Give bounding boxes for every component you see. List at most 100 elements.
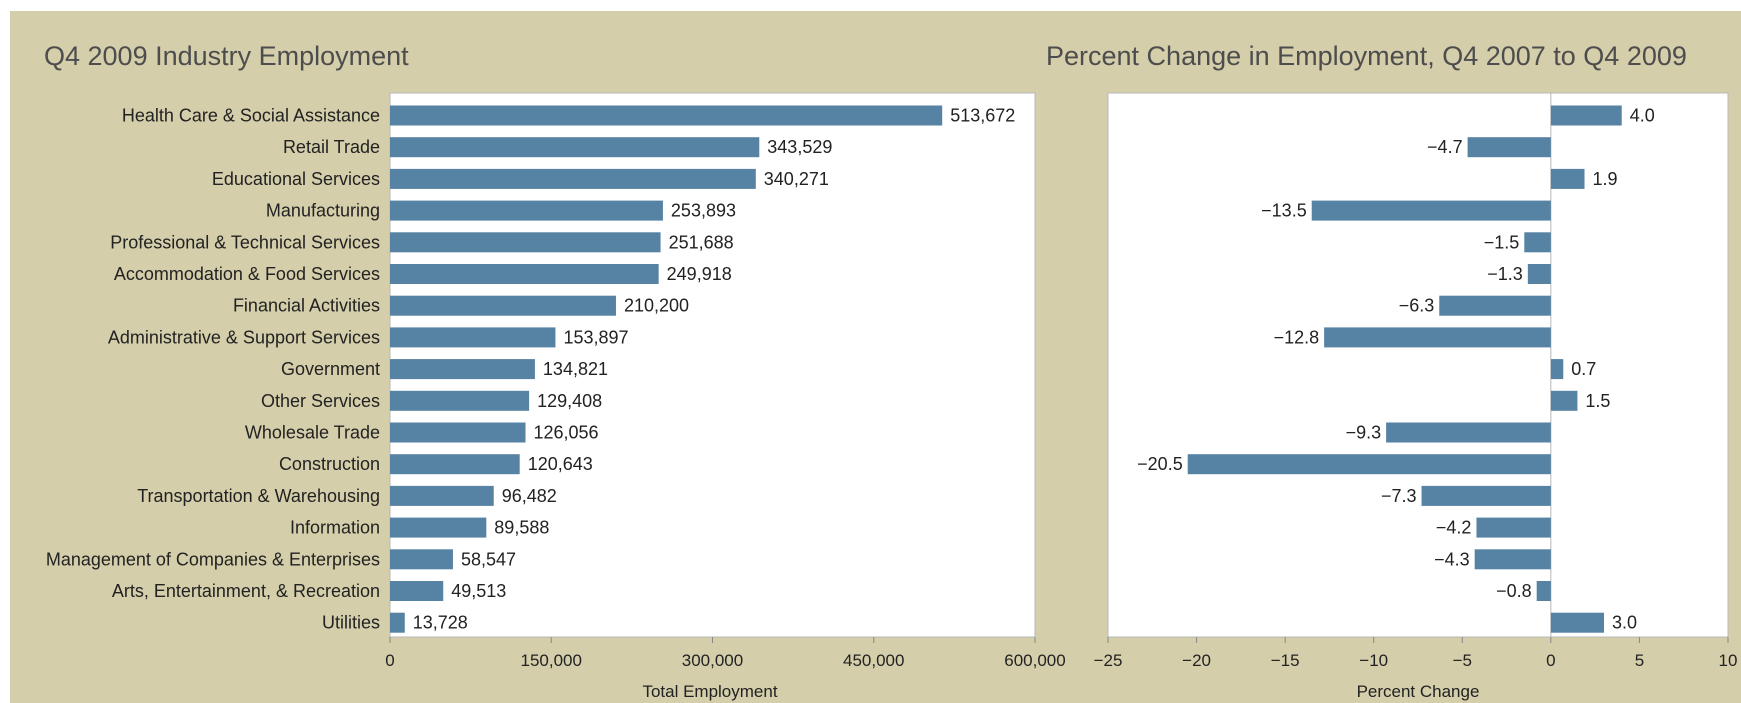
data-label: 513,672 [950, 106, 1015, 126]
bar [1421, 485, 1551, 506]
x-tick-label: 5 [1635, 651, 1644, 670]
data-label: 3.0 [1612, 613, 1637, 633]
bar [1311, 200, 1551, 221]
bar [1476, 517, 1551, 538]
category-label: Arts, Entertainment, & Recreation [112, 581, 380, 601]
data-label: 153,897 [563, 327, 628, 347]
bar [390, 137, 760, 158]
data-label: 134,821 [543, 359, 608, 379]
x-tick-label: −10 [1359, 651, 1388, 670]
category-label: Management of Companies & Enterprises [46, 549, 380, 569]
data-label: −4.2 [1436, 518, 1472, 538]
data-label: 1.9 [1593, 169, 1618, 189]
x-tick-label: 600,000 [1004, 651, 1065, 670]
bar [390, 168, 756, 189]
data-label: 340,271 [764, 169, 829, 189]
data-label: 253,893 [671, 201, 736, 221]
data-label: 89,588 [494, 518, 549, 538]
bar [1467, 137, 1551, 158]
bar [390, 264, 659, 284]
bar [390, 200, 663, 221]
bar [1524, 232, 1551, 253]
category-label: Information [290, 518, 380, 538]
bar [1187, 454, 1551, 475]
category-label: Professional & Technical Services [110, 232, 380, 252]
plot-area [1107, 92, 1729, 638]
bar [1550, 359, 1564, 380]
data-label: 249,918 [667, 264, 732, 284]
category-label: Utilities [322, 613, 380, 633]
category-label: Manufacturing [266, 201, 380, 221]
bar [1550, 390, 1578, 411]
bar [1386, 422, 1551, 443]
x-tick-label: 450,000 [843, 651, 904, 670]
bar [1550, 105, 1622, 126]
category-label: Administrative & Support Services [108, 327, 380, 347]
data-label: 343,529 [767, 137, 832, 157]
chart-title-employment: Q4 2009 Industry Employment [44, 41, 409, 71]
data-label: −1.5 [1484, 232, 1520, 252]
x-axis-title-percent-change: Percent Change [1357, 682, 1480, 701]
category-label: Educational Services [212, 169, 380, 189]
bar [390, 454, 520, 475]
bar [390, 232, 661, 253]
x-tick-label: −25 [1094, 651, 1123, 670]
data-label: −1.3 [1487, 264, 1523, 284]
data-label: −12.8 [1274, 327, 1320, 347]
x-tick-label: −20 [1182, 651, 1211, 670]
data-label: 13,728 [413, 613, 468, 633]
data-label: 0.7 [1571, 359, 1596, 379]
x-tick-label: 300,000 [682, 651, 743, 670]
bar [390, 517, 487, 538]
x-tick-label: 0 [1546, 651, 1555, 670]
category-label: Government [281, 359, 380, 379]
bar [1550, 612, 1604, 633]
bar [1439, 295, 1551, 316]
data-label: 129,408 [537, 391, 602, 411]
category-label: Accommodation & Food Services [114, 264, 380, 284]
data-label: −20.5 [1137, 454, 1183, 474]
bar [390, 581, 444, 601]
percent-change-bar-chart: −25 −20 −15 −10 −5 0 5 10 4.0 −4.7 1.9 −13.5 −1.5 −1.… [1094, 92, 1738, 670]
category-label: Retail Trade [283, 137, 380, 157]
data-label: 126,056 [534, 423, 599, 443]
data-label: −4.7 [1427, 137, 1463, 157]
category-label: Construction [279, 454, 380, 474]
bar [1536, 581, 1551, 601]
data-label: 4.0 [1630, 106, 1655, 126]
x-tick-label: −15 [1271, 651, 1300, 670]
bar [390, 549, 453, 570]
data-label: −7.3 [1381, 486, 1417, 506]
data-label: −13.5 [1261, 201, 1307, 221]
x-tick-label: 10 [1719, 651, 1738, 670]
bar [390, 485, 494, 506]
data-label: 210,200 [624, 296, 689, 316]
category-label: Financial Activities [233, 296, 380, 316]
category-label: Other Services [261, 391, 380, 411]
bar [390, 295, 616, 316]
data-label: 96,482 [502, 486, 557, 506]
bar [390, 359, 535, 380]
data-label: 1.5 [1585, 391, 1610, 411]
category-label: Transportation & Warehousing [137, 486, 380, 506]
data-label: −0.8 [1496, 581, 1532, 601]
bar [1550, 168, 1585, 189]
bar [1474, 549, 1551, 570]
bar [390, 422, 526, 443]
x-tick-label: 0 [385, 651, 394, 670]
bar [390, 105, 943, 126]
x-tick-label: 150,000 [521, 651, 582, 670]
bar [390, 612, 405, 633]
data-label: −6.3 [1399, 296, 1435, 316]
employment-bar-chart: 0 150,000 300,000 450,000 600,000 513,672 Heal… [46, 92, 1066, 670]
category-label: Health Care & Social Assistance [122, 106, 380, 126]
bar [390, 327, 556, 348]
category-label: Wholesale Trade [245, 423, 380, 443]
bar [1324, 327, 1551, 348]
x-axis-title-employment: Total Employment [642, 682, 777, 701]
data-label: 49,513 [451, 581, 506, 601]
data-label: −4.3 [1434, 549, 1470, 569]
x-tick-label: −5 [1453, 651, 1472, 670]
bar [390, 390, 530, 411]
